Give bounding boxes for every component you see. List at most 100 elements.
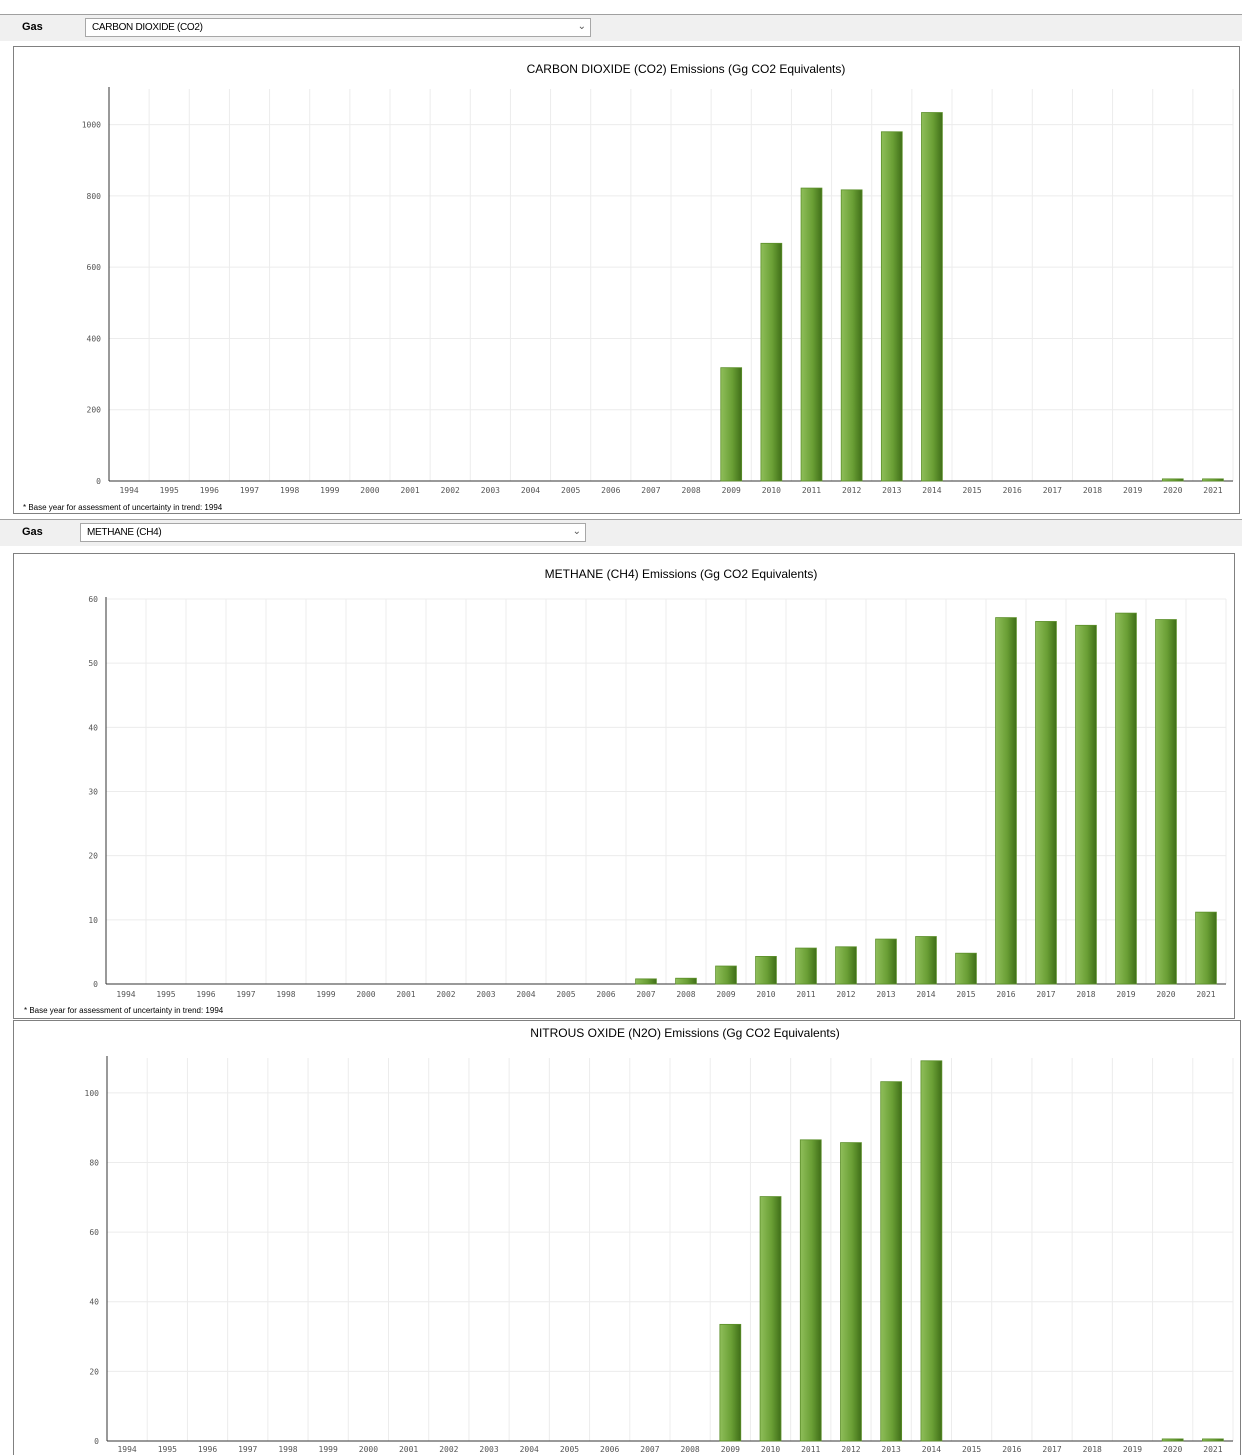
bar-2011 bbox=[799, 1139, 822, 1442]
bar-2013 bbox=[880, 131, 903, 482]
y-tick-label: 400 bbox=[87, 334, 102, 343]
x-tick-label: 2011 bbox=[796, 990, 815, 999]
x-tick-label: 2010 bbox=[756, 990, 775, 999]
x-tick-label: 2016 bbox=[1003, 486, 1022, 495]
x-tick-label: 2001 bbox=[396, 990, 415, 999]
x-tick-label: 2008 bbox=[681, 486, 700, 495]
x-tick-label: 2020 bbox=[1163, 486, 1182, 495]
bar-2017 bbox=[1035, 621, 1057, 985]
x-tick-label: 1998 bbox=[276, 990, 295, 999]
x-tick-label: 2014 bbox=[922, 1445, 941, 1454]
gas-dropdown[interactable]: METHANE (CH4) ⌄ bbox=[80, 523, 586, 542]
x-tick-label: 2019 bbox=[1123, 1445, 1142, 1454]
chart-panel-ch4: METHANE (CH4) Emissions (Gg CO2 Equivale… bbox=[13, 553, 1235, 1019]
y-tick-label: 800 bbox=[87, 192, 102, 201]
x-tick-label: 2017 bbox=[1036, 990, 1055, 999]
bar-2009 bbox=[720, 367, 743, 482]
x-tick-label: 1994 bbox=[119, 486, 138, 495]
x-tick-label: 2001 bbox=[400, 486, 419, 495]
x-tick-label: 1998 bbox=[280, 486, 299, 495]
bar-2019 bbox=[1115, 612, 1137, 985]
x-tick-label: 2011 bbox=[802, 486, 821, 495]
y-tick-label: 40 bbox=[88, 723, 98, 732]
gas-dropdown[interactable]: CARBON DIOXIDE (CO2) ⌄ bbox=[85, 18, 591, 37]
x-tick-label: 2013 bbox=[876, 990, 895, 999]
x-tick-label: 2013 bbox=[882, 486, 901, 495]
x-tick-label: 2003 bbox=[479, 1445, 498, 1454]
x-tick-label: 2010 bbox=[761, 1445, 780, 1454]
x-tick-label: 2005 bbox=[560, 1445, 579, 1454]
x-tick-label: 2017 bbox=[1043, 486, 1062, 495]
x-tick-label: 1995 bbox=[160, 486, 179, 495]
y-tick-label: 80 bbox=[89, 1158, 99, 1167]
x-tick-label: 2009 bbox=[716, 990, 735, 999]
x-tick-label: 1996 bbox=[198, 1445, 217, 1454]
x-tick-label: 2006 bbox=[601, 486, 620, 495]
x-tick-label: 2010 bbox=[762, 486, 781, 495]
gas-selector-bar: Gas CARBON DIOXIDE (CO2) ⌄ bbox=[0, 14, 1242, 41]
chart-title: NITROUS OXIDE (N2O) Emissions (Gg CO2 Eq… bbox=[530, 1026, 839, 1040]
x-tick-label: 2008 bbox=[680, 1445, 699, 1454]
y-tick-label: 200 bbox=[87, 406, 102, 415]
x-tick-label: 1994 bbox=[117, 1445, 136, 1454]
bar-2020 bbox=[1161, 1438, 1184, 1442]
x-tick-label: 2007 bbox=[636, 990, 655, 999]
bar-2021 bbox=[1202, 1438, 1224, 1442]
bar-2020 bbox=[1161, 478, 1184, 482]
x-tick-label: 2015 bbox=[956, 990, 975, 999]
bar-2007 bbox=[635, 978, 657, 985]
x-tick-label: 2000 bbox=[360, 486, 379, 495]
bar-2011 bbox=[795, 947, 817, 985]
gas-label: Gas bbox=[22, 21, 43, 33]
bar-2012 bbox=[840, 189, 863, 482]
co2-emissions-chart: CARBON DIOXIDE (CO2) Emissions (Gg CO2 E… bbox=[82, 62, 1234, 495]
y-tick-label: 600 bbox=[87, 263, 102, 272]
x-tick-label: 2005 bbox=[556, 990, 575, 999]
gas-selector-bar: Gas METHANE (CH4) ⌄ bbox=[0, 519, 1242, 546]
x-tick-label: 2019 bbox=[1123, 486, 1142, 495]
gas-dropdown-value: METHANE (CH4) bbox=[87, 527, 162, 538]
bar-2021 bbox=[1202, 478, 1224, 482]
bar-2013 bbox=[875, 938, 897, 985]
base-year-note: * Base year for assessment of uncertaint… bbox=[24, 1006, 224, 1015]
bar-2012 bbox=[840, 1142, 862, 1442]
x-tick-label: 2013 bbox=[882, 1445, 901, 1454]
y-tick-label: 0 bbox=[96, 477, 101, 486]
x-tick-label: 1996 bbox=[196, 990, 215, 999]
bar-2018 bbox=[1075, 624, 1097, 985]
bar-2014 bbox=[920, 1060, 943, 1442]
x-tick-label: 2002 bbox=[441, 486, 460, 495]
x-tick-label: 2007 bbox=[641, 486, 660, 495]
bar-2009 bbox=[719, 1323, 742, 1442]
x-tick-label: 2009 bbox=[722, 486, 741, 495]
x-tick-label: 2005 bbox=[561, 486, 580, 495]
y-tick-label: 100 bbox=[85, 1089, 100, 1098]
x-tick-label: 2012 bbox=[842, 486, 861, 495]
chevron-down-icon[interactable]: ⌄ bbox=[572, 526, 581, 537]
bar-2009 bbox=[715, 965, 737, 985]
bar-2010 bbox=[755, 956, 777, 985]
x-tick-label: 2017 bbox=[1042, 1445, 1061, 1454]
x-tick-label: 2011 bbox=[801, 1445, 820, 1454]
x-tick-label: 2014 bbox=[922, 486, 941, 495]
x-tick-label: 1999 bbox=[320, 486, 339, 495]
x-tick-label: 2001 bbox=[399, 1445, 418, 1454]
bar-2013 bbox=[880, 1081, 903, 1442]
y-tick-label: 1000 bbox=[82, 121, 101, 130]
bar-2020 bbox=[1155, 619, 1177, 985]
y-tick-label: 10 bbox=[88, 916, 98, 925]
x-tick-label: 2015 bbox=[962, 1445, 981, 1454]
chart-title: METHANE (CH4) Emissions (Gg CO2 Equivale… bbox=[545, 567, 818, 581]
chevron-down-icon[interactable]: ⌄ bbox=[577, 21, 586, 32]
x-tick-label: 1997 bbox=[236, 990, 255, 999]
y-tick-label: 40 bbox=[89, 1298, 99, 1307]
y-tick-label: 20 bbox=[88, 852, 98, 861]
chart-panel-co2: CARBON DIOXIDE (CO2) Emissions (Gg CO2 E… bbox=[13, 46, 1240, 514]
x-tick-label: 2003 bbox=[481, 486, 500, 495]
chart-title: CARBON DIOXIDE (CO2) Emissions (Gg CO2 E… bbox=[527, 62, 846, 76]
x-tick-label: 2016 bbox=[1002, 1445, 1021, 1454]
x-tick-label: 2006 bbox=[596, 990, 615, 999]
bar-2010 bbox=[760, 242, 783, 482]
x-tick-label: 2009 bbox=[721, 1445, 740, 1454]
x-tick-label: 2003 bbox=[476, 990, 495, 999]
